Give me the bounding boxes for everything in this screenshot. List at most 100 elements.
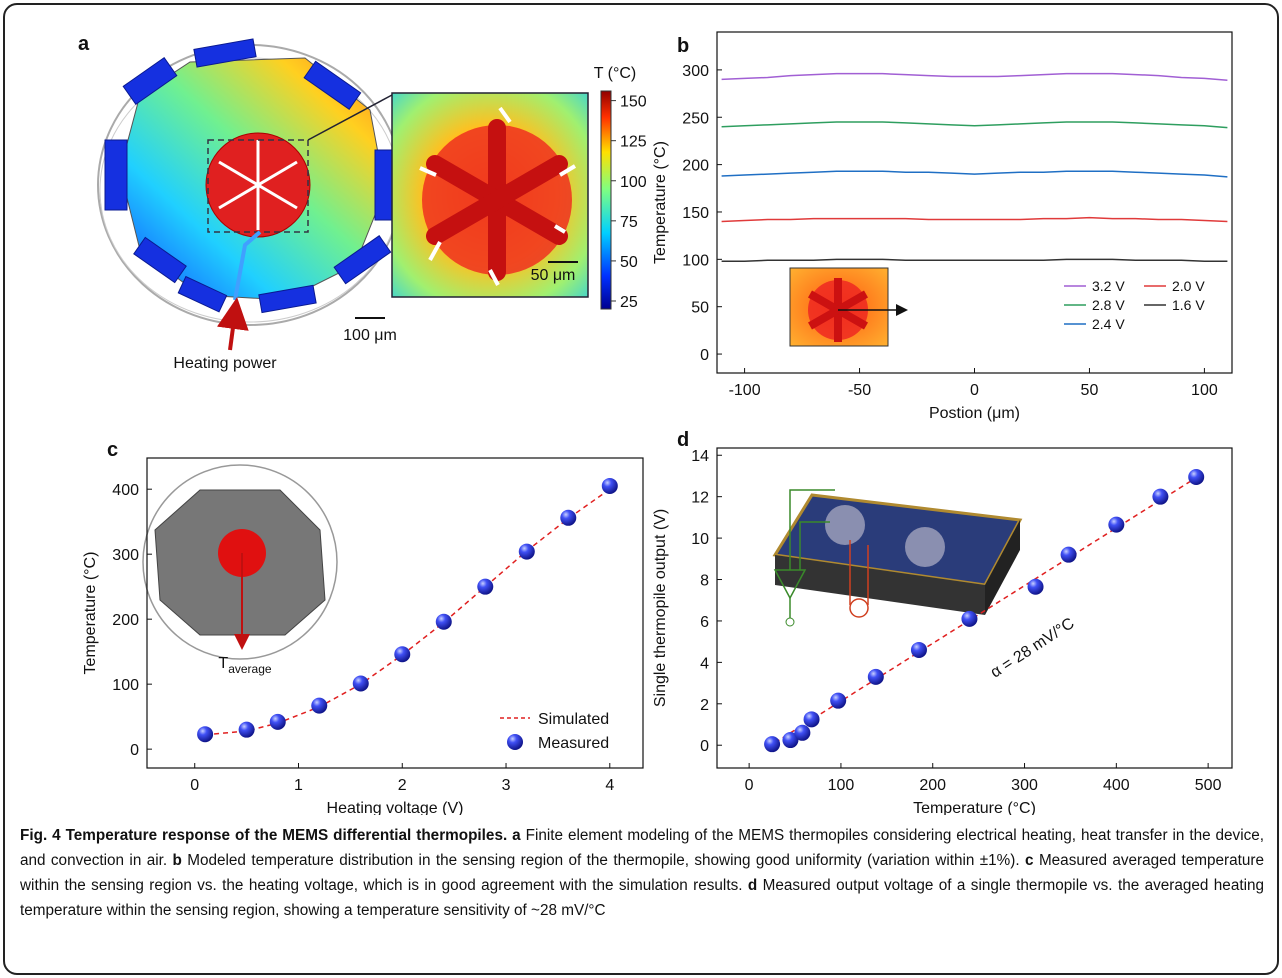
y-tick-label: 4 bbox=[700, 655, 709, 672]
colorbar-tick-label: 25 bbox=[620, 294, 638, 311]
x-tick-label: 400 bbox=[1103, 777, 1130, 794]
arrow-label: Heating power bbox=[173, 355, 277, 372]
data-point bbox=[803, 711, 820, 728]
y-tick-label: 0 bbox=[700, 347, 709, 364]
data-point bbox=[764, 736, 781, 753]
figure-border bbox=[3, 3, 1279, 975]
x-tick-label: 500 bbox=[1195, 777, 1222, 794]
y-tick-label: 400 bbox=[112, 482, 139, 499]
legend-label: 2.8 V bbox=[1092, 297, 1125, 313]
y-tick-label: 300 bbox=[112, 547, 139, 564]
data-line bbox=[721, 258, 1228, 262]
x-tick-label: 100 bbox=[828, 777, 855, 794]
x-tick-label: -100 bbox=[729, 382, 761, 399]
y-tick-label: 100 bbox=[112, 677, 139, 694]
caption-item-text: Modeled temperature distribution in the … bbox=[187, 852, 1020, 869]
plot-frame bbox=[146, 457, 644, 769]
x-axis-title: Temperature (°C) bbox=[913, 800, 1036, 815]
y-axis-title: Temperature (°C) bbox=[82, 552, 99, 675]
caption-item-text: Measured output voltage of a single ther… bbox=[20, 877, 1264, 919]
colorbar-tick-label: 100 bbox=[620, 174, 647, 191]
y-tick-label: 250 bbox=[682, 110, 709, 127]
figure: a T (°C) 100 μm 50 μm Heating power 25 50… bbox=[78, 31, 1233, 815]
data-point bbox=[794, 724, 811, 741]
y-tick-label: 0 bbox=[700, 738, 709, 755]
y-tick-label: 200 bbox=[112, 612, 139, 629]
caption-item-label: b bbox=[172, 852, 182, 869]
data-point bbox=[477, 578, 494, 595]
x-tick-label: 100 bbox=[1191, 382, 1218, 399]
y-tick-label: 8 bbox=[700, 573, 709, 590]
panel-label: c bbox=[107, 439, 118, 461]
x-axis-title: Postion (μm) bbox=[929, 405, 1020, 422]
panel-c-inset bbox=[142, 464, 338, 660]
data-line bbox=[721, 216, 1228, 223]
scale-bar-label: 50 μm bbox=[531, 267, 576, 284]
y-tick-label: 6 bbox=[700, 614, 709, 631]
annotation-main: T bbox=[218, 655, 228, 672]
data-line bbox=[721, 72, 1228, 82]
y-tick-label: 50 bbox=[691, 300, 709, 317]
caption-item-label: d bbox=[747, 877, 758, 894]
data-point bbox=[394, 646, 411, 663]
x-tick-label: 0 bbox=[970, 382, 979, 399]
data-point bbox=[560, 509, 577, 526]
legend-label: 1.6 V bbox=[1172, 297, 1205, 313]
colorbar-tick-label: 75 bbox=[620, 214, 638, 231]
x-tick-label: 0 bbox=[745, 777, 754, 794]
y-tick-label: 200 bbox=[682, 158, 709, 175]
x-tick-label: 3 bbox=[502, 777, 511, 794]
y-tick-label: 14 bbox=[691, 448, 709, 465]
data-point bbox=[518, 543, 535, 560]
panel-label: b bbox=[677, 35, 689, 57]
data-point bbox=[238, 721, 255, 738]
data-point bbox=[961, 610, 978, 627]
data-point bbox=[1108, 516, 1125, 533]
data-point bbox=[1152, 488, 1169, 505]
annotation: α = 28 mV/°C bbox=[988, 615, 1078, 682]
caption-item-text: Measured averaged temperature within the… bbox=[20, 852, 1264, 894]
legend-label: 3.2 V bbox=[1092, 278, 1125, 294]
x-axis-title: Heating voltage (V) bbox=[327, 800, 464, 815]
panel-label: a bbox=[78, 33, 90, 55]
caption: Fig. 4 Temperature response of the MEMS … bbox=[20, 823, 1264, 923]
x-tick-label: 0 bbox=[190, 777, 199, 794]
data-point bbox=[782, 732, 799, 749]
data-point bbox=[830, 692, 847, 709]
panel-b-inset bbox=[789, 267, 908, 347]
panel-label: d bbox=[677, 429, 689, 451]
caption-title: Fig. 4 Temperature response of the MEMS … bbox=[20, 827, 508, 844]
data-point bbox=[1188, 468, 1205, 485]
data-point bbox=[197, 726, 214, 743]
data-point bbox=[867, 668, 884, 685]
legend-label: Simulated bbox=[538, 711, 609, 728]
legend-label: 2.4 V bbox=[1092, 316, 1125, 332]
legend-swatch bbox=[507, 734, 523, 750]
annotation: Taverage bbox=[218, 655, 271, 676]
y-tick-label: 2 bbox=[700, 697, 709, 714]
x-tick-label: 200 bbox=[919, 777, 946, 794]
data-point bbox=[910, 641, 927, 658]
panel-d-inset bbox=[772, 489, 1023, 627]
colorbar bbox=[600, 90, 612, 310]
legend-label: Measured bbox=[538, 735, 609, 752]
x-tick-label: 1 bbox=[294, 777, 303, 794]
data-point bbox=[269, 713, 286, 730]
data-point bbox=[435, 613, 452, 630]
data-point bbox=[1027, 578, 1044, 595]
y-tick-label: 0 bbox=[130, 742, 139, 759]
caption-item-label: c bbox=[1025, 852, 1034, 869]
y-tick-label: 10 bbox=[691, 531, 709, 548]
colorbar-tick-label: 50 bbox=[620, 254, 638, 271]
annotation-subscript: average bbox=[228, 662, 272, 676]
colorbar-tick-label: 150 bbox=[620, 94, 647, 111]
data-point bbox=[1060, 546, 1077, 563]
caption-item-label: a bbox=[512, 827, 521, 844]
data-point bbox=[311, 697, 328, 714]
y-tick-label: 150 bbox=[682, 205, 709, 222]
colorbar-tick-label: 125 bbox=[620, 134, 647, 151]
legend-label: 2.0 V bbox=[1172, 278, 1205, 294]
x-tick-label: 50 bbox=[1081, 382, 1099, 399]
colorbar-title: T (°C) bbox=[594, 65, 637, 82]
